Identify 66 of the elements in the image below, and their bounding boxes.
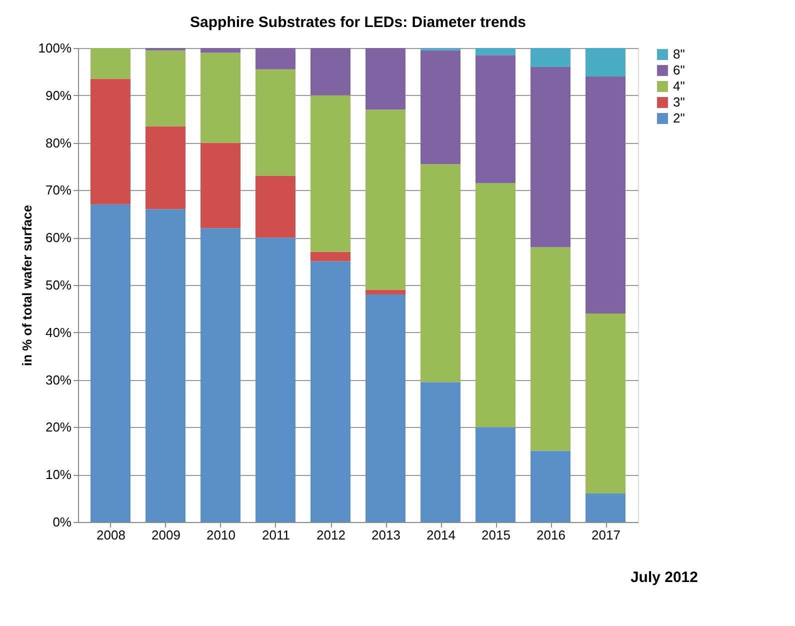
- bar: [90, 204, 130, 522]
- chart-title: Sapphire Substrates for LEDs: Diameter trends: [190, 14, 526, 31]
- legend-label: 6": [673, 62, 686, 78]
- bar: [530, 66, 570, 248]
- x-tick-label: 2011: [262, 528, 290, 542]
- legend-label: 8": [673, 46, 686, 62]
- y-tick-label: 70%: [45, 182, 72, 198]
- legend-label: 4": [673, 78, 686, 94]
- text: July 2012: [630, 569, 698, 586]
- y-axis-title: in % of total wafer surface: [19, 204, 34, 366]
- y-tick-label: 90%: [45, 88, 72, 103]
- bar: [476, 183, 516, 428]
- bar: [530, 247, 570, 451]
- bar: [530, 450, 570, 522]
- legend-label: 2": [673, 110, 686, 126]
- bar: [420, 164, 460, 382]
- x-tick-label: 2013: [372, 528, 400, 542]
- bar: [310, 48, 350, 96]
- bar: [256, 48, 296, 70]
- bar: [256, 69, 296, 176]
- bar: [586, 313, 626, 494]
- y-tick-label: 50%: [45, 278, 72, 292]
- y-tick-label: 30%: [45, 372, 72, 388]
- x-tick-label: 2015: [482, 528, 510, 542]
- bar: [310, 261, 350, 522]
- x-tick-label: 2014: [426, 528, 456, 542]
- bar: [586, 76, 626, 314]
- bar: [256, 176, 296, 238]
- y-tick-label: 60%: [45, 230, 72, 246]
- bar: [146, 50, 186, 126]
- bar: [366, 110, 406, 290]
- bar: [586, 494, 626, 522]
- bar: [476, 48, 516, 56]
- bar: [310, 95, 350, 252]
- bar: [146, 126, 186, 210]
- bar: [90, 78, 130, 204]
- bar: [476, 427, 516, 522]
- bar: [200, 142, 240, 228]
- x-tick-label: 2010: [206, 528, 236, 542]
- y-tick-label: 100%: [38, 40, 72, 56]
- bar: [366, 294, 406, 522]
- bar: [256, 238, 296, 522]
- y-tick-label: 40%: [45, 324, 72, 340]
- bar: [366, 290, 406, 294]
- bar: [200, 48, 240, 53]
- bar: [420, 382, 460, 522]
- bar: [366, 48, 406, 110]
- bar: [146, 209, 186, 522]
- y-tick-label: 20%: [45, 420, 72, 435]
- x-tick-label: 2016: [536, 528, 566, 542]
- y-tick-label: 0%: [52, 514, 72, 530]
- legend-label: 3": [673, 94, 686, 110]
- x-tick-label: 2009: [152, 528, 180, 542]
- x-tick-label: 2017: [592, 528, 620, 542]
- x-tick-label: 2012: [316, 528, 346, 542]
- y-tick-label: 10%: [45, 467, 72, 482]
- x-tick-label: 2008: [96, 528, 126, 542]
- y-tick-label: 80%: [45, 135, 72, 150]
- bar: [420, 50, 460, 164]
- bar: [200, 52, 240, 143]
- bar: [476, 55, 516, 184]
- bar: [200, 228, 240, 522]
- bar: [530, 48, 570, 67]
- bar: [90, 48, 130, 79]
- bar: [586, 48, 626, 76]
- bar: [310, 252, 350, 262]
